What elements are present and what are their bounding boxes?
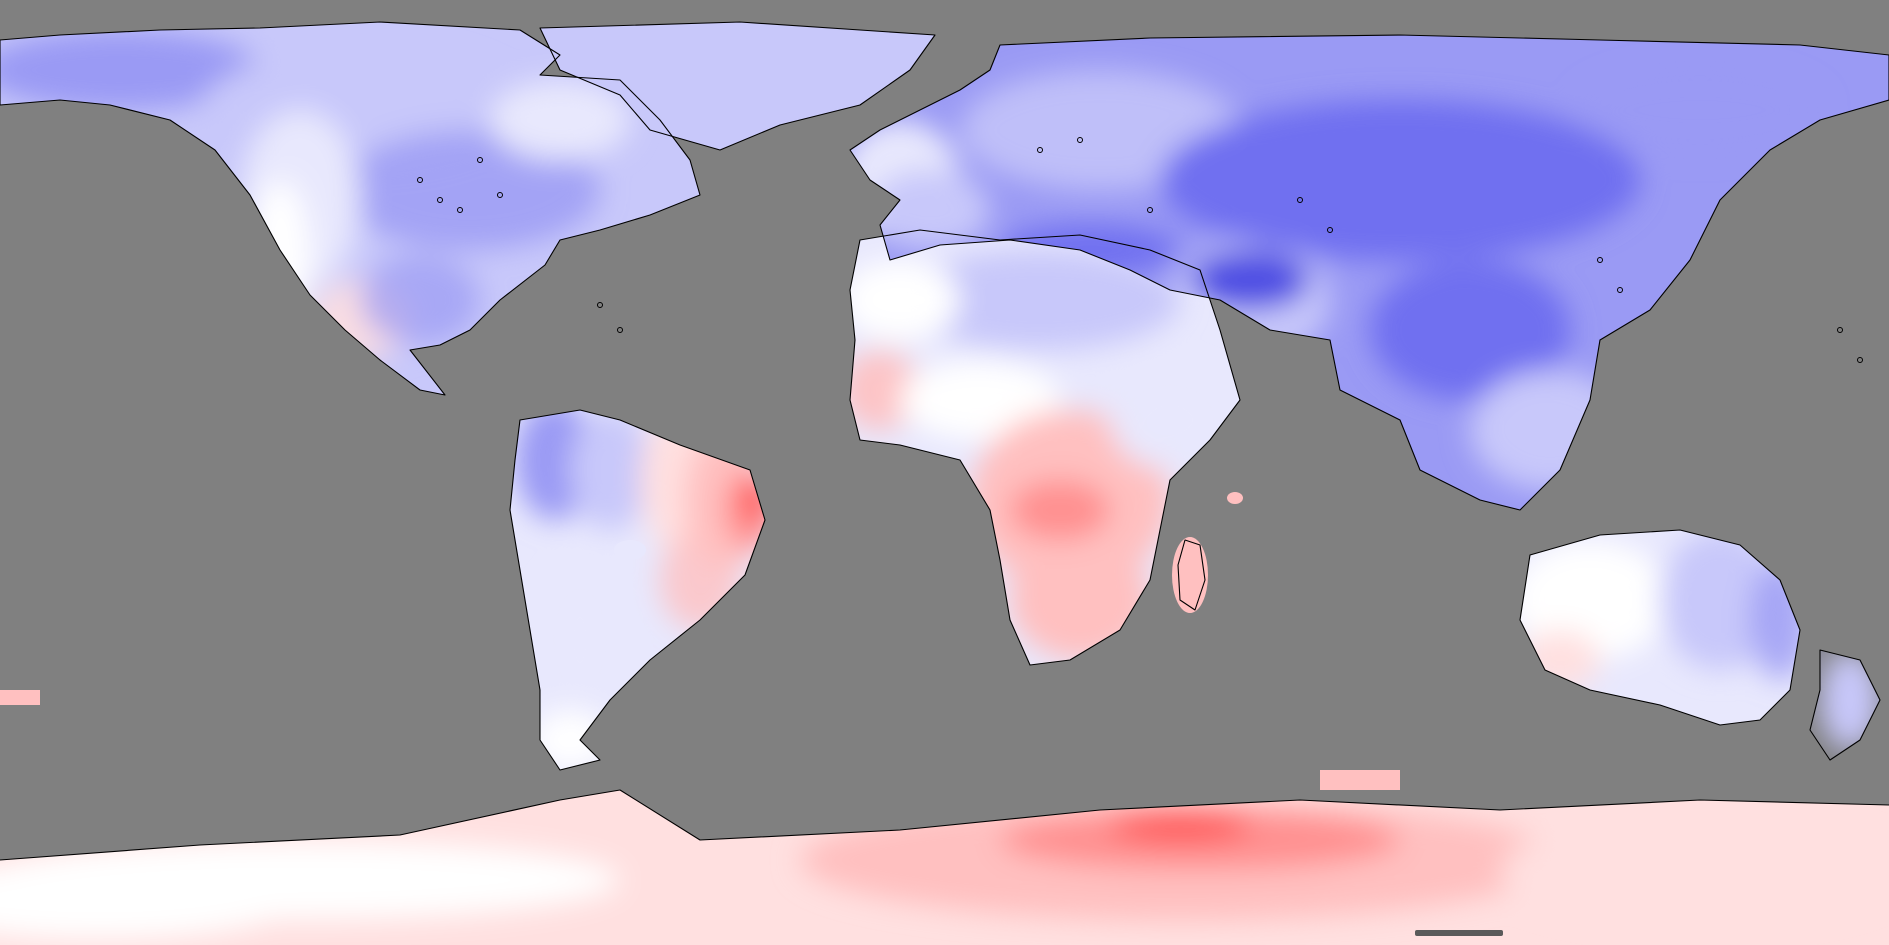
- antarctica-blob: [1110, 809, 1250, 841]
- island-patches: [0, 492, 1400, 790]
- island-dot: [1597, 257, 1603, 263]
- eurasia-blobs: [850, 70, 1820, 490]
- south-america-coastline: [509, 409, 766, 771]
- north-america-blob: [340, 130, 600, 250]
- new-zealand-coastline: [1809, 649, 1881, 761]
- australia-blob: [1520, 540, 1670, 660]
- island-dot: [1037, 147, 1043, 153]
- eurasia-blob: [870, 170, 990, 250]
- island-dot: [1617, 287, 1623, 293]
- australia-blob: [1820, 650, 1880, 750]
- island-dot: [1837, 327, 1843, 333]
- island-dot: [417, 177, 423, 183]
- island-dot: [1857, 357, 1863, 363]
- australia-blob: [1660, 530, 1780, 670]
- north-america-blob: [360, 255, 480, 345]
- island-dot: [617, 327, 623, 333]
- africa-blob: [1010, 480, 1110, 540]
- antarctica-region: [0, 790, 1889, 945]
- scale-indicator: [1415, 930, 1503, 936]
- africa-blob: [900, 360, 1060, 440]
- island-dot: [437, 197, 443, 203]
- africa-blob: [1110, 370, 1230, 470]
- eurasia-blob: [1370, 260, 1570, 400]
- africa-coastline: [849, 229, 1241, 666]
- island-dot: [497, 192, 503, 198]
- africa-blob: [900, 250, 1180, 350]
- southern-ocean-patch: [1320, 770, 1400, 790]
- africa-gradient: [850, 250, 1230, 660]
- eurasia-region: [850, 35, 1889, 510]
- eurasia-blob: [1160, 100, 1640, 260]
- south-america-gradient: [515, 410, 765, 770]
- africa-blob: [850, 260, 960, 340]
- antarctica-blobs: [0, 800, 1889, 940]
- south-pacific-patch: [0, 690, 40, 705]
- island-dot: [1077, 137, 1083, 143]
- eurasia-gradient: [850, 70, 1820, 490]
- island-dot: [1327, 227, 1333, 233]
- coastline-layer: [0, 21, 1889, 861]
- africa-region: [850, 230, 1240, 665]
- greenland-coastline: [539, 21, 936, 151]
- south-america-blob: [540, 570, 620, 710]
- island-dot: [457, 207, 463, 213]
- north-america-blob: [490, 80, 630, 160]
- australia-coastline: [1519, 529, 1801, 726]
- reunion-patch: [1227, 492, 1243, 504]
- madagascar-patch: [1172, 537, 1208, 613]
- south-america-blob: [570, 410, 650, 530]
- antarctica-blob: [1500, 820, 1889, 920]
- australia-gradient: [1520, 530, 1880, 750]
- africa-blob: [1010, 540, 1150, 660]
- south-america-region: [510, 410, 765, 770]
- north-america-blob: [0, 30, 260, 110]
- island-dot: [1147, 207, 1153, 213]
- eurasia-blob: [1580, 70, 1820, 150]
- south-america-blobs: [515, 410, 765, 770]
- africa-blob: [850, 350, 920, 430]
- antarctica-gradient: [0, 800, 1889, 940]
- eurasia-blob: [1190, 250, 1310, 310]
- island-dot: [597, 302, 603, 308]
- antarctica-coastline: [0, 789, 1889, 861]
- eurasia-coastline: [849, 34, 1889, 511]
- australia-region: [1520, 530, 1880, 750]
- greenland-region: [540, 22, 935, 150]
- island-dot: [1297, 197, 1303, 203]
- australia-blobs: [1520, 530, 1880, 750]
- greenland-base: [540, 22, 935, 150]
- africa-blobs: [850, 250, 1230, 660]
- north-america-coastline: [0, 21, 701, 396]
- antarctica-blob: [0, 860, 300, 940]
- andes-patch: [614, 540, 646, 560]
- madagascar-coastline: [1177, 539, 1206, 611]
- island-dot: [477, 157, 483, 163]
